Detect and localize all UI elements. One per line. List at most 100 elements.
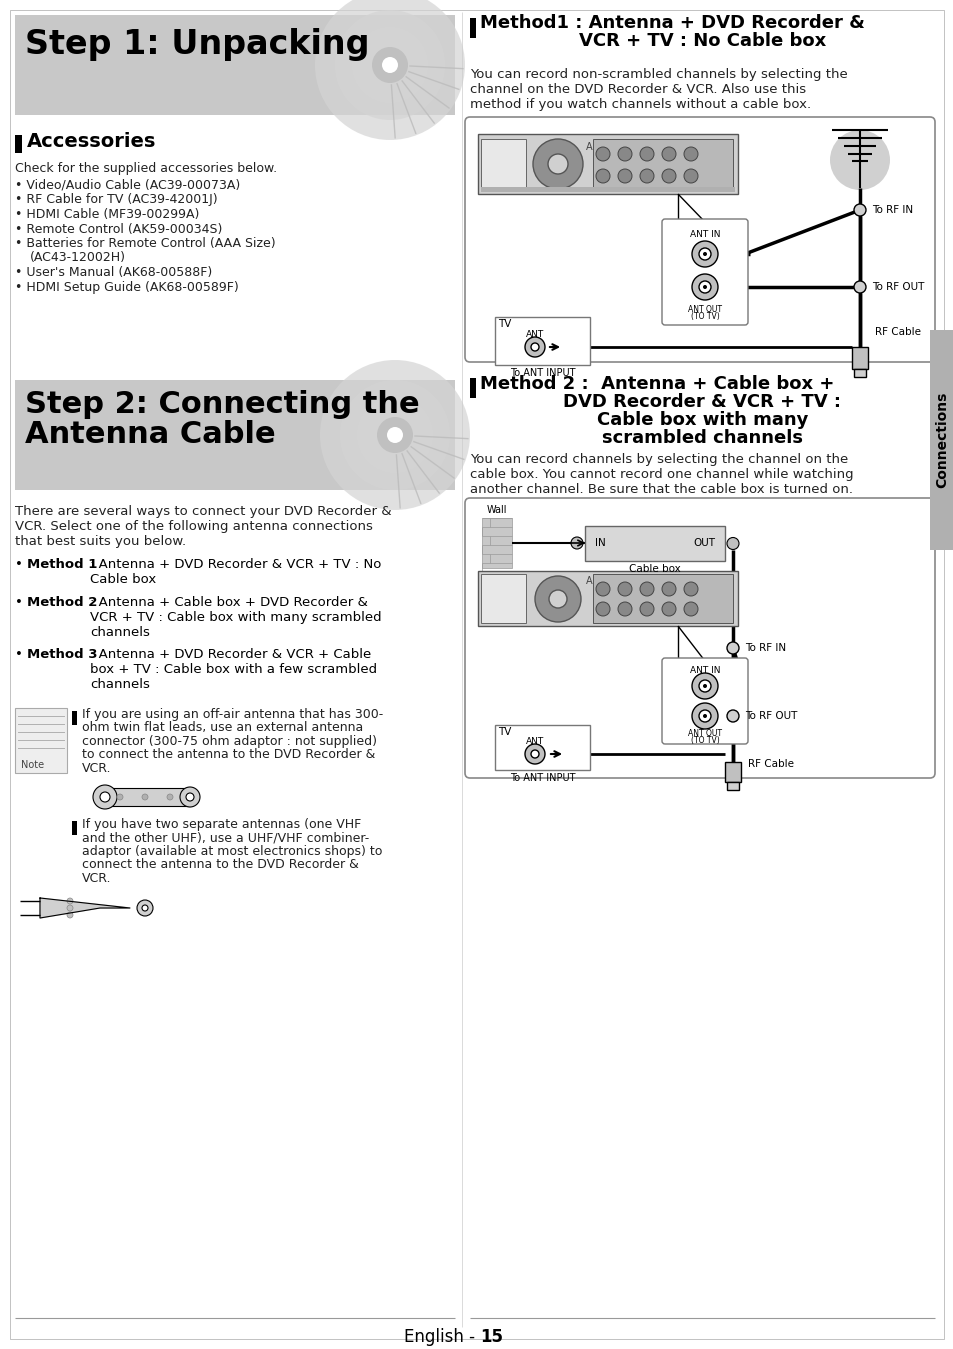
Text: channels: channels [90, 679, 150, 691]
Circle shape [67, 898, 73, 904]
Circle shape [639, 581, 654, 596]
Text: TV: TV [497, 727, 511, 737]
Circle shape [547, 154, 567, 174]
Text: RF Cable: RF Cable [747, 759, 793, 769]
Circle shape [683, 147, 698, 161]
Bar [929, 331, 953, 550]
Text: You can record non-scrambled channels by selecting the: You can record non-scrambled channels by… [470, 67, 847, 81]
FancyBboxPatch shape [464, 117, 934, 362]
Text: •: • [15, 596, 27, 608]
Circle shape [661, 581, 676, 596]
Text: VCR.: VCR. [82, 762, 112, 774]
Text: Method 3: Method 3 [27, 648, 97, 661]
Text: To ANT INPUT: To ANT INPUT [509, 773, 575, 782]
FancyBboxPatch shape [464, 498, 934, 778]
Text: To RF IN: To RF IN [744, 643, 785, 653]
Circle shape [92, 785, 117, 809]
Circle shape [853, 281, 865, 293]
Circle shape [381, 57, 397, 73]
Circle shape [117, 795, 123, 800]
Circle shape [691, 673, 718, 699]
Text: • Video/Audio Cable (AC39-00073A): • Video/Audio Cable (AC39-00073A) [15, 179, 240, 192]
Text: channels: channels [90, 626, 150, 639]
Text: There are several ways to connect your DVD Recorder &: There are several ways to connect your D… [15, 505, 392, 518]
Text: •: • [15, 648, 27, 661]
Circle shape [618, 147, 631, 161]
Text: cable box. You cannot record one channel while watching: cable box. You cannot record one channel… [470, 468, 853, 482]
Text: to connect the antenna to the DVD Recorder &: to connect the antenna to the DVD Record… [82, 749, 375, 761]
Circle shape [683, 581, 698, 596]
Circle shape [683, 602, 698, 616]
Text: If you are using an off-air antenna that has 300-: If you are using an off-air antenna that… [82, 708, 383, 720]
Text: To RF OUT: To RF OUT [871, 282, 923, 291]
Text: • Batteries for Remote Control (AAA Size): • Batteries for Remote Control (AAA Size… [15, 237, 275, 250]
Text: • HDMI Cable (MF39-00299A): • HDMI Cable (MF39-00299A) [15, 208, 199, 221]
Circle shape [683, 169, 698, 183]
Text: scrambled channels: scrambled channels [601, 429, 802, 447]
Bar [726, 782, 739, 791]
Text: Cable box: Cable box [628, 564, 680, 575]
Bar [481, 518, 512, 568]
Text: that best suits you below.: that best suits you below. [15, 536, 186, 548]
Bar [470, 18, 476, 38]
Text: connect the antenna to the DVD Recorder &: connect the antenna to the DVD Recorder … [82, 858, 358, 871]
Circle shape [531, 750, 538, 758]
Text: box + TV : Cable box with a few scrambled: box + TV : Cable box with a few scramble… [90, 662, 376, 676]
Text: channel on the DVD Recorder & VCR. Also use this: channel on the DVD Recorder & VCR. Also … [470, 84, 805, 96]
Circle shape [352, 27, 428, 103]
Text: TV: TV [497, 318, 511, 329]
Text: Wall: Wall [486, 505, 507, 515]
Circle shape [524, 745, 544, 764]
Circle shape [661, 169, 676, 183]
Circle shape [137, 900, 152, 916]
FancyBboxPatch shape [661, 658, 747, 745]
Circle shape [639, 602, 654, 616]
Circle shape [702, 714, 706, 718]
Circle shape [67, 905, 73, 911]
Circle shape [372, 47, 408, 84]
Bar [495, 724, 589, 770]
Circle shape [699, 281, 710, 293]
Circle shape [596, 147, 609, 161]
Circle shape [186, 793, 193, 801]
Text: : Antenna + DVD Recorder & VCR + Cable: : Antenna + DVD Recorder & VCR + Cable [90, 648, 371, 661]
Text: You can record channels by selecting the channel on the: You can record channels by selecting the… [470, 453, 847, 465]
Circle shape [702, 684, 706, 688]
Circle shape [699, 710, 710, 722]
Text: connector (300-75 ohm adaptor : not supplied): connector (300-75 ohm adaptor : not supp… [82, 735, 376, 747]
Bar [593, 575, 732, 623]
Bar [853, 370, 865, 376]
Text: ohm twin flat leads, use an external antenna: ohm twin flat leads, use an external ant… [82, 722, 363, 734]
Text: another channel. Be sure that the cable box is turned on.: another channel. Be sure that the cable … [470, 483, 852, 496]
Text: (TO TV): (TO TV) [690, 312, 719, 321]
Circle shape [853, 204, 865, 216]
Circle shape [548, 590, 566, 608]
Text: 15: 15 [479, 1327, 502, 1346]
Circle shape [702, 252, 706, 256]
Circle shape [356, 397, 433, 473]
Text: RF Cable: RF Cable [874, 326, 920, 337]
Circle shape [314, 0, 464, 140]
Text: ANT: ANT [525, 737, 543, 746]
Circle shape [387, 428, 402, 442]
Circle shape [596, 602, 609, 616]
Text: Step 2: Connecting the: Step 2: Connecting the [25, 390, 419, 420]
Bar [105, 788, 190, 805]
Text: adaptor (available at most electronics shops) to: adaptor (available at most electronics s… [82, 844, 382, 858]
Text: A: A [585, 576, 592, 585]
Circle shape [142, 795, 148, 800]
Text: VCR + TV : Cable box with many scrambled: VCR + TV : Cable box with many scrambled [90, 611, 381, 625]
Circle shape [618, 581, 631, 596]
Circle shape [661, 602, 676, 616]
Text: ANT IN: ANT IN [689, 229, 720, 239]
Circle shape [571, 537, 582, 549]
Text: VCR + TV : No Cable box: VCR + TV : No Cable box [578, 32, 825, 50]
Text: • HDMI Setup Guide (AK68-00589F): • HDMI Setup Guide (AK68-00589F) [15, 281, 238, 294]
Circle shape [100, 792, 110, 803]
Bar [851, 347, 867, 370]
Circle shape [596, 169, 609, 183]
Text: (AC43-12002H): (AC43-12002H) [30, 251, 126, 264]
Bar [71, 711, 77, 724]
Text: • User's Manual (AK68-00588F): • User's Manual (AK68-00588F) [15, 266, 212, 279]
Circle shape [726, 537, 739, 549]
